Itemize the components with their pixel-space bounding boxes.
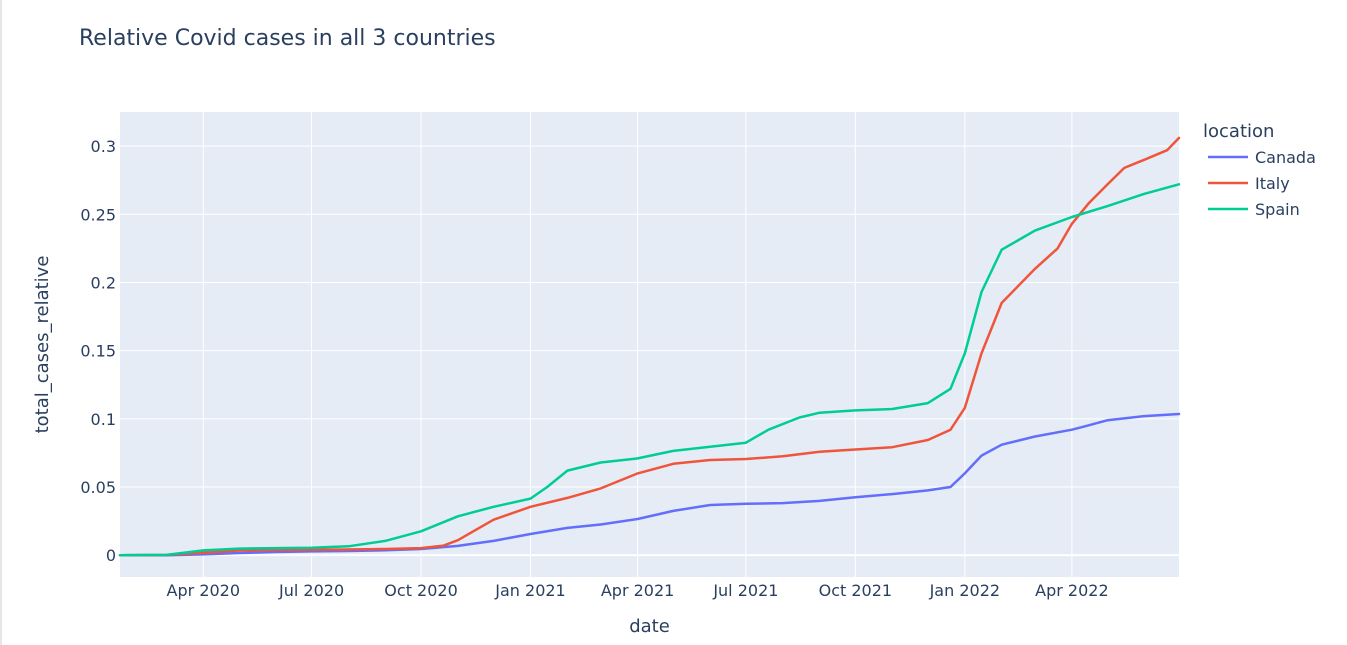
y-tick-label: 0.2 bbox=[91, 273, 116, 292]
plot-area bbox=[120, 112, 1179, 577]
series-lines bbox=[118, 136, 1181, 557]
x-tick-label: Apr 2022 bbox=[1035, 581, 1108, 600]
x-tick-label: Jan 2021 bbox=[494, 581, 565, 600]
x-tick-labels: Apr 2020 Jul 2020 Oct 2020 Jan 2021 Apr 2021… bbox=[167, 581, 1109, 600]
legend-label: Spain bbox=[1255, 200, 1300, 219]
y-tick-label: 0.3 bbox=[91, 137, 116, 156]
series-line-italy[interactable] bbox=[118, 136, 1181, 557]
x-tick-label: Apr 2021 bbox=[601, 581, 674, 600]
series-line-spain[interactable] bbox=[118, 183, 1181, 557]
series-line-canada[interactable] bbox=[118, 412, 1181, 557]
x-tick-label: Oct 2021 bbox=[819, 581, 892, 600]
legend-item-spain[interactable]: Spain bbox=[1208, 200, 1300, 219]
y-gridlines bbox=[120, 145, 1179, 557]
legend-item-canada[interactable]: Canada bbox=[1208, 148, 1316, 167]
x-tick-label: Apr 2020 bbox=[167, 581, 240, 600]
chart-title: Relative Covid cases in all 3 countries bbox=[79, 26, 496, 51]
x-axis-title: date bbox=[629, 616, 670, 637]
legend-label: Italy bbox=[1255, 174, 1290, 193]
y-axis-title: total_cases_relative bbox=[32, 256, 53, 434]
x-tick-label: Jul 2021 bbox=[712, 581, 778, 600]
y-tick-label: 0.1 bbox=[91, 410, 116, 429]
x-tick-label: Jan 2022 bbox=[929, 581, 1000, 600]
legend-title: location bbox=[1203, 121, 1274, 142]
legend-item-italy[interactable]: Italy bbox=[1208, 174, 1290, 193]
left-frame-border bbox=[0, 0, 2, 645]
legend[interactable]: location Canada Italy Spain bbox=[1203, 121, 1316, 219]
y-tick-label: 0.05 bbox=[80, 478, 116, 497]
x-tick-label: Oct 2020 bbox=[384, 581, 457, 600]
legend-label: Canada bbox=[1255, 148, 1316, 167]
x-tick-label: Jul 2020 bbox=[278, 581, 344, 600]
y-tick-label: 0.25 bbox=[80, 205, 116, 224]
y-tick-labels: 0 0.05 0.1 0.15 0.2 0.25 0.3 bbox=[80, 137, 116, 565]
y-tick-label: 0.15 bbox=[80, 342, 116, 361]
y-tick-label: 0 bbox=[106, 546, 116, 565]
